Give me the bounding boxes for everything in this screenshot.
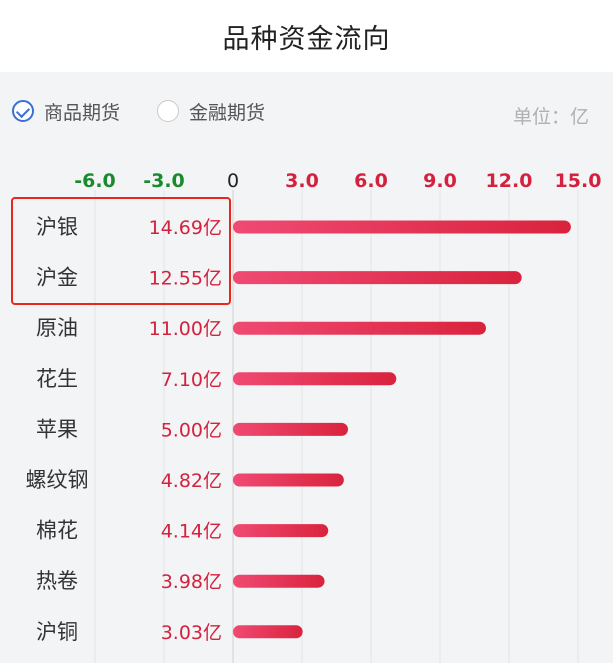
category-label: 沪金 <box>36 266 78 290</box>
x-tick-label: 6.0 <box>354 170 388 192</box>
bar-3 <box>233 372 397 386</box>
chart-panel <box>0 72 613 663</box>
page-title: 品种资金流向 <box>222 23 391 55</box>
category-label: 沪银 <box>36 215 78 239</box>
bar-2 <box>233 321 486 335</box>
grid-lines <box>94 190 579 663</box>
bar-8 <box>233 625 303 639</box>
highlight-box <box>11 197 231 305</box>
category-label: 原油 <box>36 316 78 340</box>
value-label: 4.82亿 <box>161 470 222 492</box>
x-tick-label: -6.0 <box>74 170 116 192</box>
bar-6 <box>233 524 329 538</box>
value-label: 4.14亿 <box>161 521 222 543</box>
value-label: 5.00亿 <box>161 419 222 441</box>
x-tick-label: 3.0 <box>285 170 319 192</box>
category-label: 苹果 <box>36 417 78 441</box>
bar-0 <box>233 220 571 234</box>
category-label: 热卷 <box>36 569 78 593</box>
unit-label: 单位：亿 <box>512 106 589 128</box>
bars <box>233 220 571 639</box>
value-label: 11.00亿 <box>149 318 222 340</box>
value-label: 7.10亿 <box>161 369 222 391</box>
financial-futures-label[interactable]: 金融期货 <box>189 102 266 124</box>
category-label: 棉花 <box>36 519 78 543</box>
category-label: 花生 <box>36 367 78 391</box>
futures-type-filter: 商品期货 金融期货 <box>0 96 613 132</box>
commodity-futures-label[interactable]: 商品期货 <box>44 102 121 124</box>
bar-1 <box>233 271 522 285</box>
category-label: 螺纹钢 <box>26 468 89 492</box>
commodity-futures-radio[interactable] <box>12 100 34 122</box>
bar-7 <box>233 574 325 588</box>
financial-futures-radio[interactable] <box>157 100 179 122</box>
x-axis-ticks: -6.0 -3.0 0 3.0 6.0 9.0 12.0 15.0 <box>74 170 601 192</box>
x-tick-label: 9.0 <box>423 170 457 192</box>
value-labels: 14.69亿 12.55亿 11.00亿 7.10亿 5.00亿 4.82亿 4.14亿 3.… <box>149 217 222 644</box>
value-label: 3.98亿 <box>161 571 222 593</box>
x-tick-label: 15.0 <box>555 170 602 192</box>
category-label: 沪铜 <box>36 620 78 644</box>
bar-4 <box>233 422 348 436</box>
x-tick-label: 12.0 <box>486 170 533 192</box>
bar-5 <box>233 473 344 487</box>
header: 品种资金流向 <box>0 0 613 72</box>
x-tick-label: -3.0 <box>143 170 185 192</box>
value-label: 14.69亿 <box>149 217 222 239</box>
x-tick-label: 0 <box>227 170 239 192</box>
value-label: 3.03亿 <box>161 622 222 644</box>
value-label: 12.55亿 <box>149 268 222 290</box>
